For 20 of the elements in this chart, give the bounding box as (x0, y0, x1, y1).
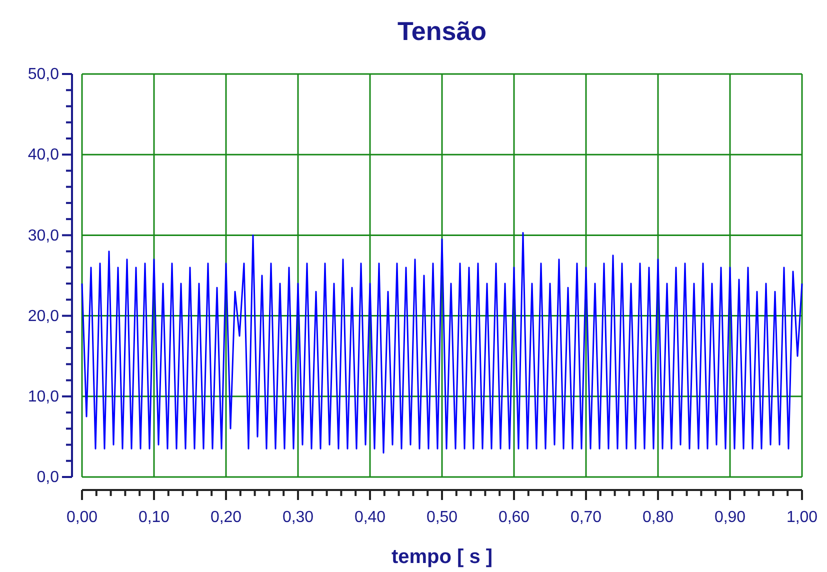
y-tick-label: 40,0 (28, 146, 60, 164)
x-tick-label: 0,20 (210, 509, 242, 526)
line-series (81, 232, 803, 454)
x-tick-label: 0,80 (642, 509, 674, 526)
x-tick-label: 0,70 (570, 509, 602, 526)
x-tick-label: 0,50 (426, 509, 458, 526)
y-tick-label: 30,0 (28, 227, 60, 244)
x-axis-title: tempo [ s ] (391, 546, 493, 568)
x-tick-label: 0,10 (138, 509, 170, 526)
chart-title: Tensão (397, 16, 487, 46)
x-tick-label: 0,90 (714, 509, 746, 526)
y-tick-label: 20,0 (28, 308, 60, 325)
y-tick-label: 50,0 (28, 66, 60, 84)
x-tick-label: 0,40 (354, 509, 386, 526)
x-tick-label: 0,30 (282, 509, 314, 526)
x-tick-label: 0,60 (498, 509, 530, 526)
x-tick-label: 1,00 (786, 509, 818, 526)
y-tick-label: 10,0 (28, 388, 60, 406)
x-tick-label: 0,00 (66, 509, 98, 526)
y-tick-label: 0,0 (36, 469, 60, 486)
